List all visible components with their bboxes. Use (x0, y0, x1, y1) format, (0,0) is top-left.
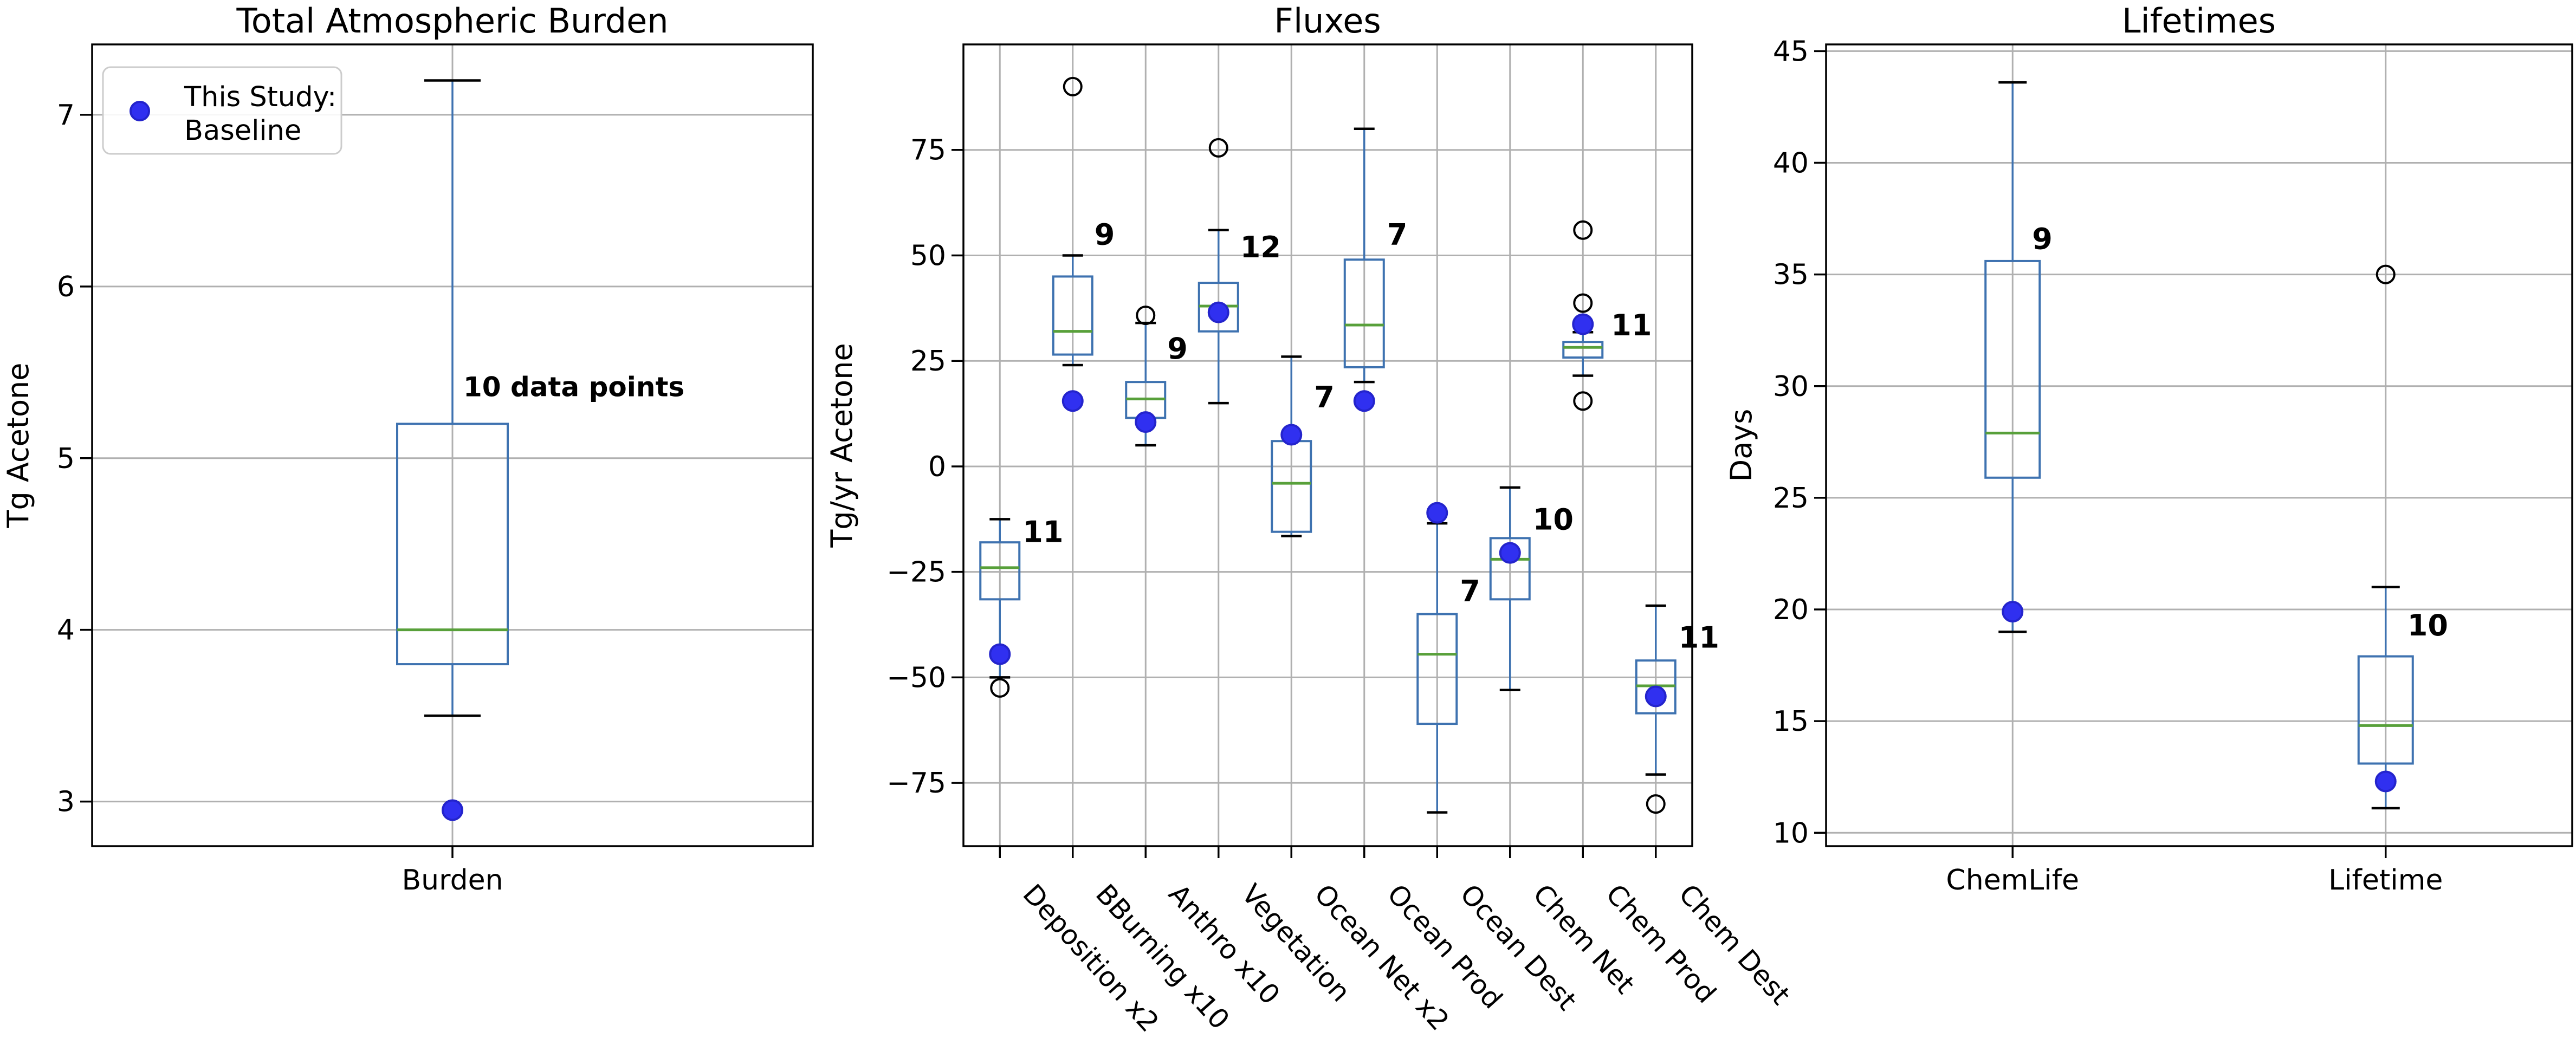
y-tick-label: 6 (57, 271, 75, 303)
study-point-marker (1280, 424, 1303, 446)
boxplot-chem-dest: 11 (1635, 604, 1719, 814)
study-point-marker (1645, 685, 1667, 708)
outlier-marker-0 (1646, 794, 1666, 814)
iqr-box (1052, 275, 1093, 356)
iqr-box (1562, 341, 1604, 359)
y-tick-label: −25 (886, 556, 946, 589)
boxplot-ocean-dest: 7 (1416, 502, 1480, 814)
y-tick-label: 20 (1773, 594, 1809, 626)
y-tick-label: −75 (886, 767, 946, 800)
study-point-marker (1207, 301, 1229, 323)
study-point-marker (2002, 601, 2024, 623)
y-axis-label-lifetimes: Days (1724, 409, 1758, 482)
count-annotation: 9 (2032, 222, 2053, 256)
y-tick-label: 25 (1773, 482, 1809, 515)
study-point-marker (1062, 390, 1084, 412)
boxplot-deposition-x2: 11 (979, 515, 1063, 698)
boxplot-chemlife: 9 (1984, 81, 2053, 633)
y-tick-label: 75 (910, 134, 946, 167)
study-point-marker (989, 643, 1011, 665)
boxplot-vegetation: 12 (1198, 138, 1281, 405)
y-tick-label: 7 (57, 99, 75, 132)
outlier-marker-0 (1208, 138, 1228, 158)
boxplot-lifetime: 10 (2357, 264, 2448, 810)
outlier-marker-0 (2376, 264, 2396, 284)
boxplot-ocean-prod: 7 (1343, 127, 1408, 412)
iqr-box (1416, 613, 1458, 725)
boxplot-burden: 10 data points (396, 79, 684, 821)
boxplot-chem-net: 10 (1489, 486, 1574, 692)
count-annotation: 7 (1387, 218, 1408, 252)
y-tick-label: −50 (886, 661, 946, 694)
y-tick-label: 0 (928, 451, 946, 483)
y-tick-label: 3 (57, 786, 75, 819)
study-point-marker (1353, 390, 1375, 412)
outlier-marker-0 (1063, 76, 1083, 96)
count-annotation: 7 (1460, 574, 1480, 608)
y-tick-label: 10 (1773, 817, 1809, 849)
y-tick-label: 45 (1773, 35, 1809, 68)
y-axis-label-fluxes: Tg/yr Acetone (825, 343, 859, 548)
y-tick-label: 50 (910, 239, 946, 272)
iqr-box (396, 423, 509, 666)
y-tick-label: 35 (1773, 259, 1809, 291)
x-tick-label: Burden (402, 864, 503, 897)
y-tick-label: 5 (57, 443, 75, 475)
panel-1: 1199127771011117550250−25−50−75Depositio… (886, 43, 1796, 1038)
iqr-box (1984, 259, 2041, 479)
panel-2: 9 10 45 40 35 30 25 20 15 10 ChemLife Lifetime (1773, 35, 2573, 897)
x-tick-label: ChemLife (1946, 864, 2079, 897)
y-tick-label: 40 (1773, 147, 1809, 179)
outlier-marker-0 (1573, 220, 1593, 240)
study-point-marker (1135, 411, 1157, 433)
legend-label-line1: This Study: (184, 81, 336, 113)
y-axis-label-burden: Tg Acetone (1, 363, 35, 529)
count-annotation: 10 data points (463, 372, 684, 403)
boxplot-chem-prod: 11 (1562, 220, 1652, 411)
panel-0: 10 data points 7 6 5 4 3 Burden (57, 43, 814, 897)
study-point-marker (1426, 502, 1448, 524)
y-tick-label: 30 (1773, 371, 1809, 403)
count-annotation: 9 (1095, 218, 1115, 252)
y-tick-label: 15 (1773, 705, 1809, 738)
boxplot-anthro-x10: 9 (1125, 306, 1188, 447)
panel-title-lifetimes: Lifetimes (2122, 1, 2276, 41)
panel-title-fluxes: Fluxes (1274, 1, 1381, 41)
legend-box (102, 66, 342, 155)
study-point-marker (2374, 770, 2397, 793)
count-annotation: 7 (1314, 380, 1335, 414)
axes-spines (962, 43, 1693, 847)
iqr-box (1489, 537, 1531, 601)
axes-spines (1825, 43, 2573, 847)
legend-marker-dot (130, 101, 150, 121)
count-annotation: 12 (1240, 230, 1281, 264)
study-point-marker (1499, 542, 1521, 564)
count-annotation: 11 (1679, 620, 1719, 654)
outlier-marker-1 (1573, 293, 1593, 313)
outlier-marker-0 (990, 678, 1010, 698)
outlier-marker-0 (1136, 306, 1156, 326)
iqr-box (979, 541, 1021, 601)
legend-label-line2: Baseline (184, 115, 301, 147)
count-annotation: 11 (1022, 515, 1063, 549)
iqr-box (2357, 655, 2414, 765)
study-point-marker (1572, 313, 1594, 335)
count-annotation: 10 (2407, 608, 2448, 642)
count-annotation: 10 (1533, 502, 1574, 536)
panel-title-burden: Total Atmospheric Burden (236, 1, 668, 41)
boxplot-ocean-net-x2: 7 (1271, 355, 1335, 537)
chart-layers: 10 data points 7 6 5 4 3 Burden 11 9 9 12 7 7 7 10 11 11… (57, 35, 2573, 1038)
y-tick-label: 4 (57, 614, 75, 647)
boxplot-bburning-x10: 9 (1052, 76, 1115, 412)
y-tick-label: 25 (910, 345, 946, 378)
count-annotation: 11 (1611, 308, 1652, 342)
outlier-marker-2 (1573, 391, 1593, 411)
count-annotation: 9 (1167, 332, 1188, 366)
x-tick-label: Lifetime (2328, 864, 2443, 897)
study-point-marker (442, 799, 463, 821)
legend: This Study: Baseline (102, 66, 342, 155)
iqr-box (1343, 258, 1385, 368)
